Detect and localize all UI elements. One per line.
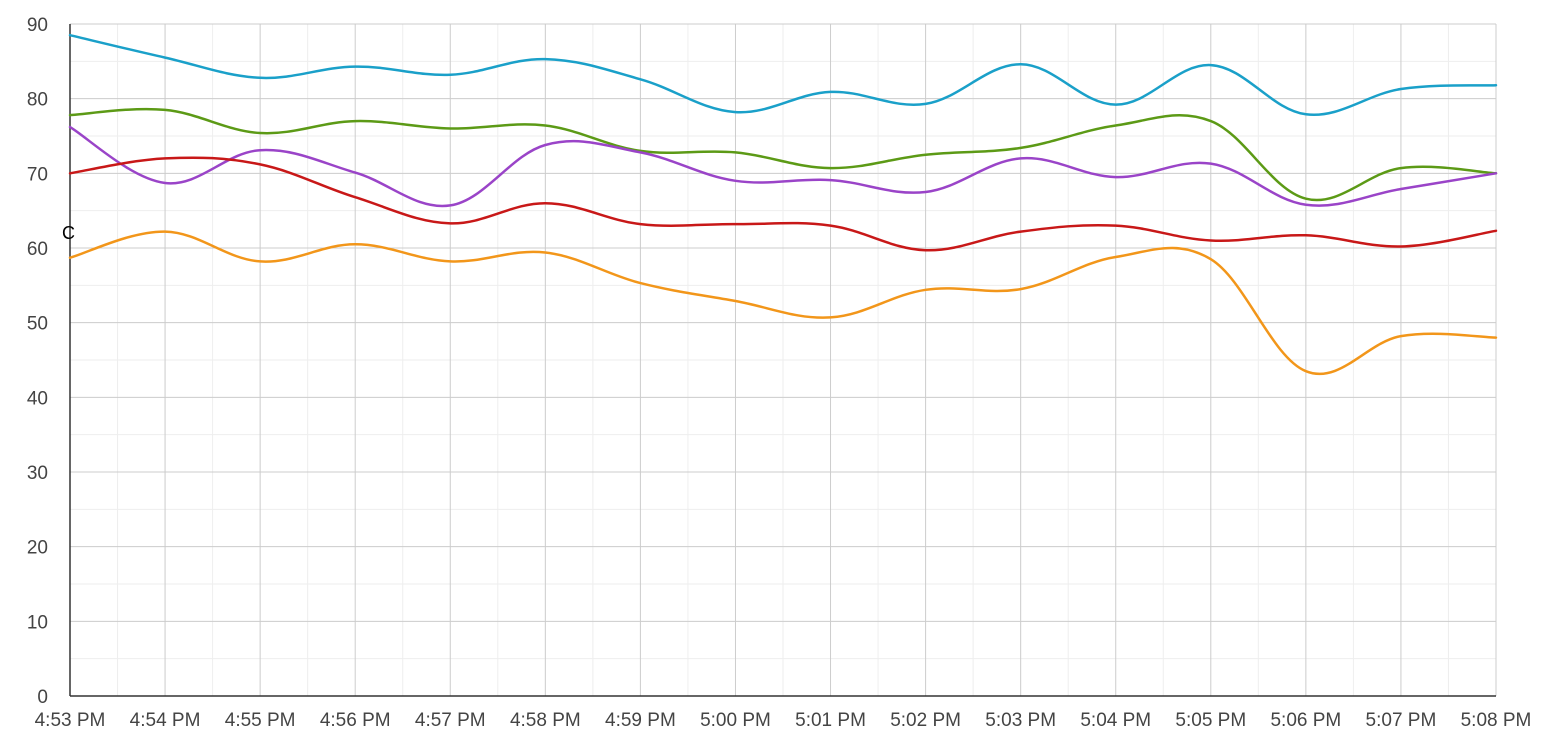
y-axis-tick-labels: 0 10 20 30 40 50 60 70 80 90: [27, 15, 48, 708]
x-tick-label: 4:57 PM: [415, 710, 486, 731]
y-tick-label: 0: [37, 687, 48, 708]
y-tick-label: 70: [27, 164, 48, 185]
x-tick-label: 4:55 PM: [225, 710, 296, 731]
x-tick-label: 5:07 PM: [1366, 710, 1437, 731]
x-tick-label: 5:03 PM: [985, 710, 1056, 731]
x-tick-label: 4:53 PM: [35, 710, 106, 731]
x-tick-label: 5:05 PM: [1175, 710, 1246, 731]
x-tick-label: 4:56 PM: [320, 710, 391, 731]
axes: [69, 24, 1496, 697]
x-tick-label: 4:59 PM: [605, 710, 676, 731]
series-line-4: [68, 156, 1498, 252]
y-tick-label: 60: [27, 239, 48, 260]
x-axis-tick-labels: 4:53 PM 4:54 PM 4:55 PM 4:56 PM 4:57 PM 4:58 …: [35, 710, 1532, 731]
unit-label: C: [62, 223, 75, 243]
major-gridlines: [70, 23, 1497, 696]
x-tick-label: 5:01 PM: [795, 710, 866, 731]
series-line-5: [68, 230, 1498, 376]
x-tick-label: 5:02 PM: [890, 710, 961, 731]
y-tick-label: 20: [27, 538, 48, 559]
y-tick-label: 40: [27, 388, 48, 409]
y-tick-label: 80: [27, 90, 48, 111]
series-line-1: [68, 33, 1498, 117]
x-tick-label: 4:54 PM: [130, 710, 201, 731]
x-tick-label: 4:58 PM: [510, 710, 581, 731]
y-tick-label: 10: [27, 612, 48, 633]
minor-gridlines: [70, 24, 1496, 696]
y-tick-label: 90: [27, 15, 48, 36]
y-tick-label: 30: [27, 463, 48, 484]
x-tick-label: 5:04 PM: [1080, 710, 1151, 731]
series-lines: [68, 33, 1498, 376]
x-tick-label: 5:08 PM: [1461, 710, 1532, 731]
y-tick-label: 50: [27, 314, 48, 335]
series-line-2: [68, 107, 1498, 202]
x-tick-label: 5:00 PM: [700, 710, 771, 731]
x-tick-label: 5:06 PM: [1270, 710, 1341, 731]
series-line-3: [68, 125, 1498, 208]
